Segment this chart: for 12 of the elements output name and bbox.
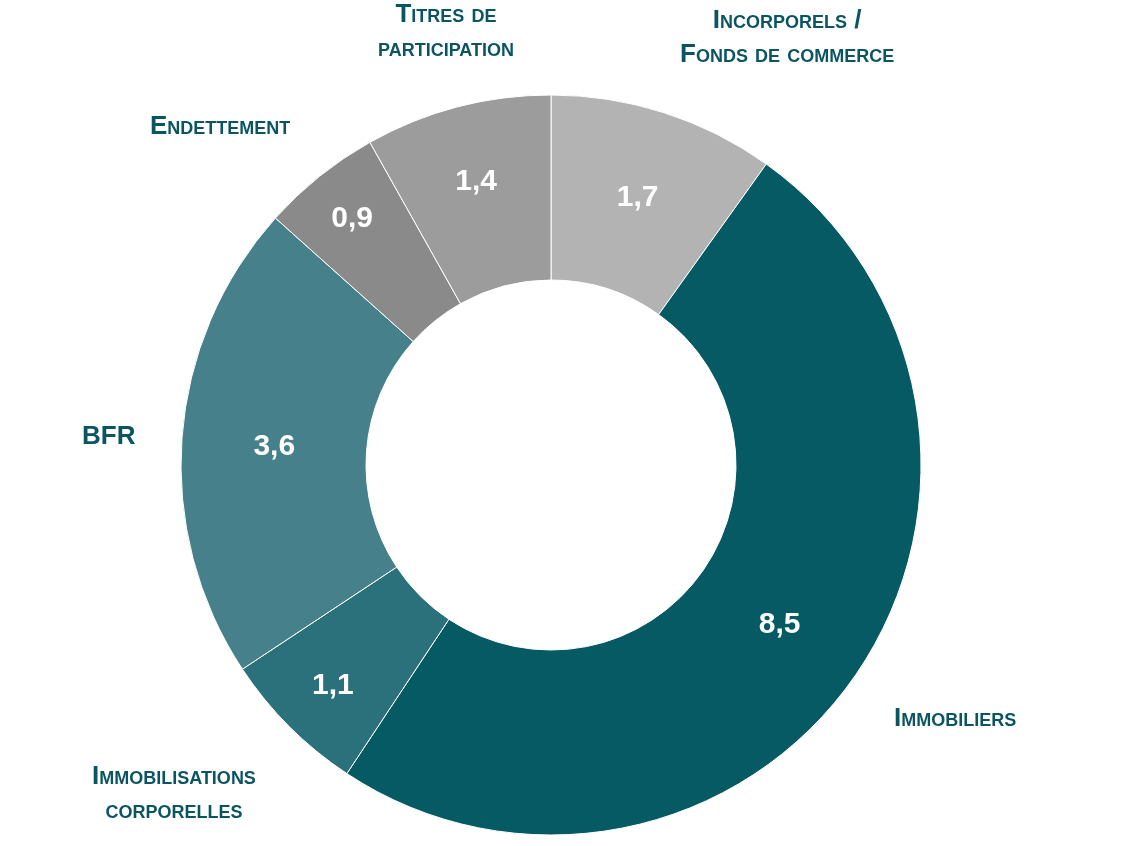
data-label: 8,5 <box>758 605 801 639</box>
slice-label: BFR <box>82 420 136 450</box>
slice-label: Endettement <box>150 110 291 140</box>
data-label: 0,9 <box>331 200 373 234</box>
data-label: 3,6 <box>253 428 296 462</box>
slice-label: Immobiliers <box>894 702 1017 732</box>
slice-label: Titres de participation <box>378 0 514 62</box>
data-label: 1,7 <box>616 178 659 212</box>
slice-label: Incorporels / Fonds de commerce <box>680 4 895 68</box>
data-label: 1,1 <box>312 666 354 700</box>
data-label: 1,4 <box>455 162 498 196</box>
slice-label: Immobilisations corporelles <box>92 760 256 824</box>
